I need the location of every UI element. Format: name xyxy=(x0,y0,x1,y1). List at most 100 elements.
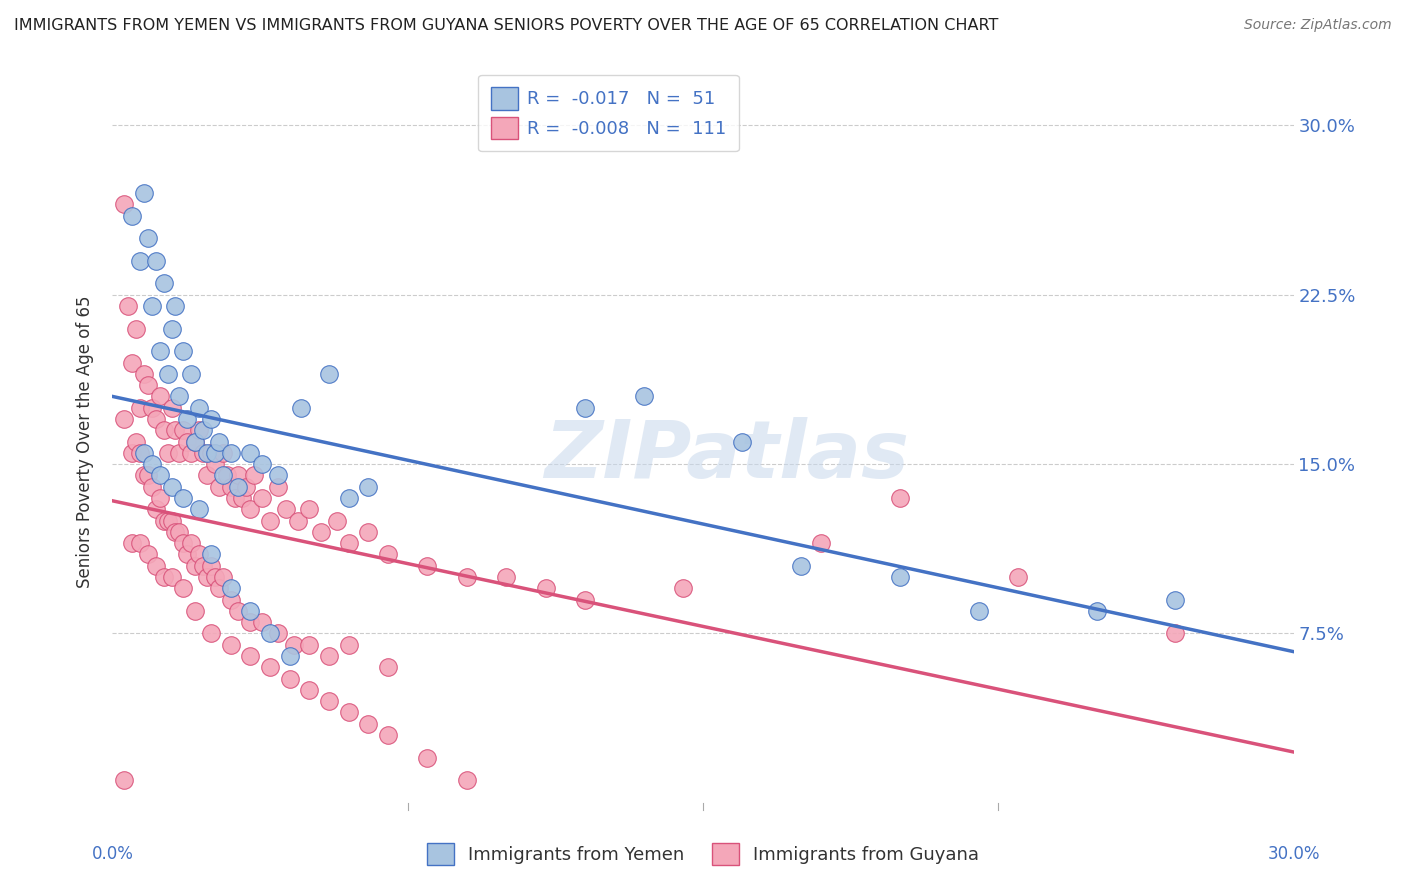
Point xyxy=(219,582,242,596)
Point xyxy=(112,773,135,788)
Point xyxy=(136,548,159,562)
Point xyxy=(195,446,218,460)
Point xyxy=(204,457,226,471)
Point xyxy=(129,253,152,268)
Point xyxy=(141,457,163,471)
Point xyxy=(152,514,174,528)
Point xyxy=(219,480,242,494)
Point xyxy=(180,367,202,381)
Point xyxy=(337,638,360,652)
Point xyxy=(184,434,207,449)
Point xyxy=(129,446,152,460)
Point xyxy=(121,355,143,369)
Point xyxy=(298,638,321,652)
Point xyxy=(200,446,222,460)
Point xyxy=(188,423,211,437)
Text: 30.0%: 30.0% xyxy=(1267,846,1320,863)
Point xyxy=(176,434,198,449)
Point xyxy=(377,728,399,742)
Point xyxy=(125,321,148,335)
Point xyxy=(239,502,262,516)
Point xyxy=(318,367,340,381)
Point xyxy=(267,626,290,640)
Point xyxy=(239,615,262,630)
Text: ZIPatlas: ZIPatlas xyxy=(544,417,910,495)
Point xyxy=(156,514,179,528)
Point xyxy=(172,582,194,596)
Point xyxy=(195,570,218,584)
Point xyxy=(278,672,301,686)
Point xyxy=(283,638,305,652)
Point xyxy=(141,299,163,313)
Point xyxy=(165,299,187,313)
Point xyxy=(267,480,290,494)
Point xyxy=(160,514,183,528)
Point xyxy=(145,412,167,426)
Point xyxy=(287,514,309,528)
Point xyxy=(274,502,297,516)
Point xyxy=(337,536,360,550)
Point xyxy=(200,626,222,640)
Point xyxy=(149,389,172,403)
Point xyxy=(184,434,207,449)
Point xyxy=(298,502,321,516)
Point xyxy=(377,660,399,674)
Point xyxy=(219,592,242,607)
Point xyxy=(132,468,155,483)
Point xyxy=(172,344,194,359)
Point xyxy=(357,716,380,731)
Point xyxy=(145,558,167,573)
Point xyxy=(290,401,312,415)
Point xyxy=(132,367,155,381)
Point xyxy=(534,582,557,596)
Point xyxy=(416,750,439,764)
Point xyxy=(1007,570,1029,584)
Point xyxy=(191,558,214,573)
Point xyxy=(250,615,273,630)
Point xyxy=(200,548,222,562)
Point xyxy=(810,536,832,550)
Point xyxy=(416,558,439,573)
Point xyxy=(1164,626,1187,640)
Point xyxy=(318,694,340,708)
Text: IMMIGRANTS FROM YEMEN VS IMMIGRANTS FROM GUYANA SENIORS POVERTY OVER THE AGE OF : IMMIGRANTS FROM YEMEN VS IMMIGRANTS FROM… xyxy=(14,18,998,33)
Point xyxy=(152,570,174,584)
Point xyxy=(211,570,233,584)
Point xyxy=(180,536,202,550)
Point xyxy=(169,389,191,403)
Point xyxy=(228,468,250,483)
Point xyxy=(672,582,695,596)
Point xyxy=(357,480,380,494)
Point xyxy=(278,648,301,663)
Point xyxy=(160,401,183,415)
Point xyxy=(215,468,238,483)
Point xyxy=(117,299,139,313)
Point xyxy=(1085,604,1108,618)
Point xyxy=(184,558,207,573)
Point xyxy=(172,491,194,505)
Point xyxy=(160,480,183,494)
Point xyxy=(889,491,911,505)
Point xyxy=(136,378,159,392)
Point xyxy=(211,446,233,460)
Point xyxy=(377,548,399,562)
Point xyxy=(228,480,250,494)
Point xyxy=(204,446,226,460)
Point xyxy=(152,277,174,291)
Point xyxy=(145,253,167,268)
Point xyxy=(121,209,143,223)
Point xyxy=(243,468,266,483)
Point xyxy=(239,648,262,663)
Point xyxy=(152,423,174,437)
Point xyxy=(235,480,257,494)
Point xyxy=(211,468,233,483)
Point xyxy=(357,524,380,539)
Point xyxy=(250,457,273,471)
Point xyxy=(231,491,253,505)
Point xyxy=(149,344,172,359)
Point xyxy=(326,514,349,528)
Legend: Immigrants from Yemen, Immigrants from Guyana: Immigrants from Yemen, Immigrants from G… xyxy=(418,834,988,874)
Y-axis label: Seniors Poverty Over the Age of 65: Seniors Poverty Over the Age of 65 xyxy=(76,295,94,588)
Text: 0.0%: 0.0% xyxy=(91,846,134,863)
Point xyxy=(188,548,211,562)
